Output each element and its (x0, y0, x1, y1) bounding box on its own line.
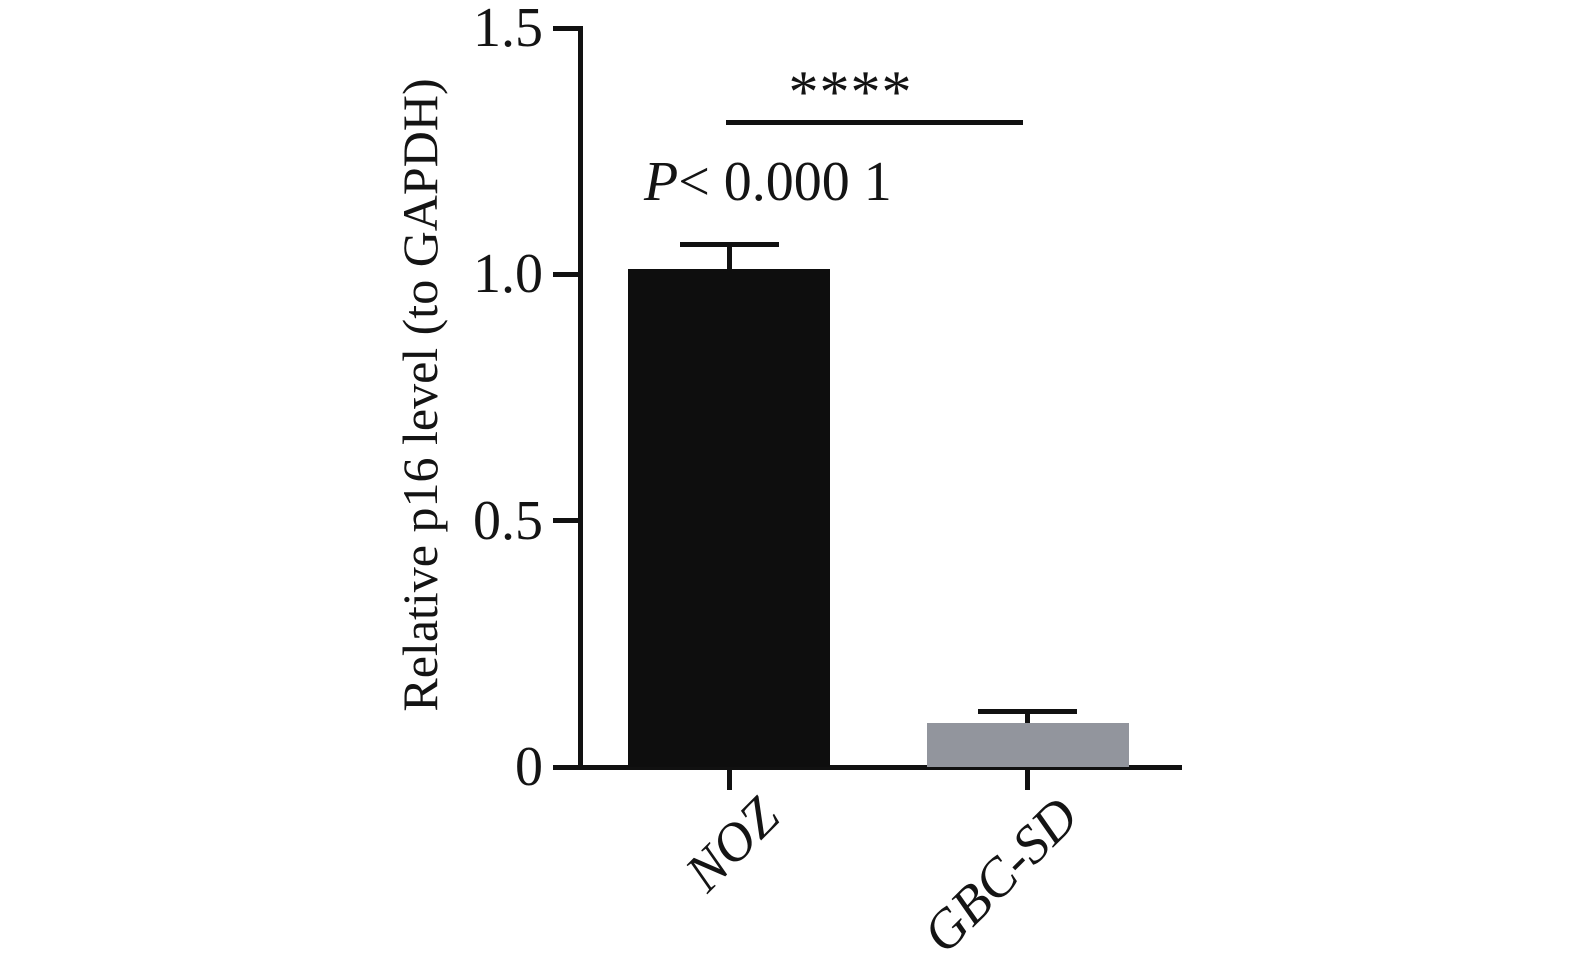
bar-gbc-sd (926, 722, 1129, 767)
y-axis-tick (553, 518, 581, 524)
y-tick-label: 0.5 (473, 489, 543, 552)
error-bar-cap-gbc-sd (978, 709, 1077, 715)
p-value: < 0.000 1 (678, 151, 892, 213)
y-tick-label: 0 (515, 736, 543, 798)
y-axis-line (578, 26, 583, 770)
error-bar-stem-gbc-sd (1025, 711, 1030, 723)
p-symbol: P (644, 151, 679, 213)
y-axis-tick (553, 764, 581, 770)
y-tick-label: 1.5 (473, 0, 543, 59)
y-axis-title: Relative p16 level (to GAPDH) (392, 78, 448, 712)
bar-noz (628, 269, 830, 767)
y-tick-label: 1.0 (473, 243, 543, 306)
x-axis-line (578, 765, 1182, 770)
x-axis-tick-noz (726, 770, 732, 790)
significance-line (726, 120, 1023, 125)
error-bar-stem-noz (726, 244, 732, 270)
y-axis-tick (553, 25, 581, 31)
error-bar-cap-noz (679, 242, 779, 248)
x-axis-tick-gbc-sd (1025, 770, 1030, 790)
p-value-text: P< 0.000 1 (644, 150, 892, 214)
x-category-label-gbc-sd: GBC-SD (910, 785, 1089, 965)
x-category-label-noz: NOZ (673, 785, 791, 903)
significance-stars: **** (788, 59, 913, 125)
y-axis-tick (553, 271, 581, 277)
